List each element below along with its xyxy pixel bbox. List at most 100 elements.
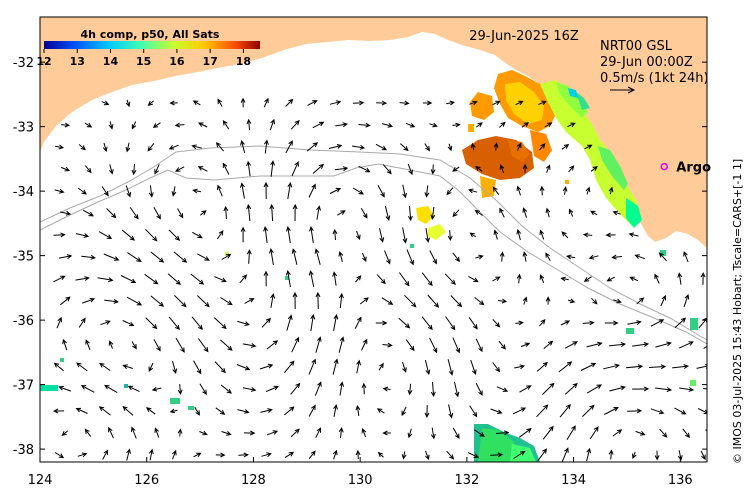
current-arrow [498, 298, 508, 304]
current-arrow [246, 249, 252, 264]
current-arrow [545, 252, 551, 261]
current-arrow [627, 320, 642, 325]
current-arrow [582, 320, 595, 326]
current-arrow [588, 254, 599, 260]
current-arrow [492, 100, 501, 106]
current-arrow [659, 428, 668, 438]
current-arrow [490, 452, 504, 458]
current-arrow [611, 254, 622, 260]
current-arrow [223, 205, 229, 220]
current-arrow [334, 166, 349, 172]
current-arrow [127, 252, 142, 263]
current-arrow [335, 122, 348, 128]
current-arrow [200, 210, 207, 216]
current-arrow [700, 272, 706, 285]
current-arrow [152, 122, 161, 128]
current-arrow [384, 205, 391, 221]
current-arrow [76, 362, 88, 372]
current-arrow [430, 164, 436, 175]
current-arrow [100, 320, 111, 326]
current-arrow [632, 386, 650, 392]
current-arrow [424, 359, 431, 375]
current-arrow [270, 293, 276, 308]
current-arrow [169, 100, 178, 106]
current-arrow [361, 427, 367, 438]
colorbar-tick-label: 14 [103, 55, 119, 68]
current-arrow [448, 404, 454, 419]
current-arrow [238, 452, 249, 458]
current-arrow [453, 381, 460, 398]
current-arrow [406, 249, 414, 266]
current-arrow [290, 428, 300, 438]
current-arrow [632, 342, 650, 347]
current-arrow [291, 161, 299, 177]
current-arrow [429, 122, 438, 128]
current-arrow [649, 364, 667, 370]
current-arrow [263, 226, 269, 243]
current-arrow [586, 447, 592, 462]
current-arrow [127, 385, 140, 393]
current-arrow [407, 383, 413, 396]
current-arrow [328, 144, 343, 149]
current-arrow [221, 253, 232, 260]
current-arrow [679, 387, 695, 392]
current-arrow [217, 98, 223, 107]
argo-label: Argo [676, 161, 711, 176]
current-arrow [429, 250, 437, 265]
current-arrow [475, 254, 484, 260]
current-arrow [104, 384, 118, 394]
current-arrow [512, 407, 527, 415]
current-arrow [291, 248, 298, 265]
current-arrow [266, 430, 279, 436]
current-arrow [53, 362, 64, 372]
current-arrow [474, 297, 485, 306]
current-arrow [269, 247, 274, 265]
velocity-time: 29-Jun 00:00Z [600, 55, 693, 70]
current-arrow [75, 276, 90, 281]
current-arrow [567, 122, 576, 128]
land-mass [40, 17, 707, 248]
current-arrow [498, 340, 506, 350]
current-arrow [309, 225, 314, 243]
current-arrow [97, 277, 114, 283]
current-arrow [269, 203, 275, 222]
current-arrow [145, 228, 158, 242]
current-arrow [337, 210, 346, 216]
current-arrow [514, 364, 526, 370]
current-arrow [706, 254, 707, 256]
current-arrow [430, 382, 436, 398]
argo-float-marker[interactable]: Argo [660, 161, 711, 176]
current-arrow [636, 297, 645, 305]
current-arrow [77, 187, 87, 195]
current-arrow [560, 320, 571, 326]
current-arrow [469, 405, 478, 418]
current-arrow [338, 427, 344, 438]
current-arrow [125, 185, 132, 198]
current-arrow [101, 186, 109, 197]
current-arrow [75, 407, 88, 414]
current-arrow [193, 360, 202, 375]
current-arrow [242, 387, 257, 392]
current-arrow [266, 340, 279, 350]
current-arrow [108, 121, 114, 130]
current-arrow [430, 427, 436, 440]
current-arrow [499, 164, 505, 173]
current-arrow [515, 320, 524, 326]
current-arrow [398, 317, 411, 329]
current-arrow [629, 276, 639, 282]
current-arrow [446, 100, 456, 106]
current-arrow [493, 142, 499, 151]
current-arrow [192, 100, 201, 106]
current-arrow [129, 207, 139, 220]
current-arrow [81, 254, 96, 260]
current-arrow [126, 448, 131, 461]
current-arrow [359, 297, 369, 305]
current-arrow [539, 143, 546, 151]
current-arrow [536, 361, 548, 372]
current-arrow [131, 121, 137, 130]
current-arrow [352, 187, 364, 195]
current-arrow [520, 342, 531, 348]
current-arrow [54, 188, 65, 194]
current-arrow [519, 385, 532, 393]
current-arrow [654, 273, 660, 284]
